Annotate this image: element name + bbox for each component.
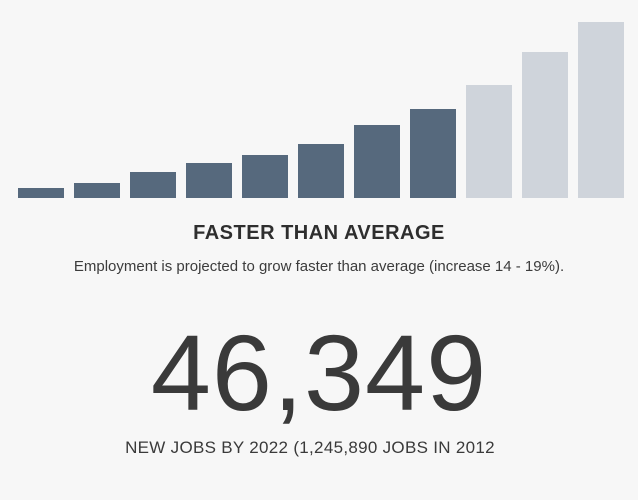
growth-bar-6 [298, 144, 344, 198]
new-jobs-count: 46,349 [150, 312, 488, 433]
growth-rating-description: Employment is projected to grow faster t… [73, 258, 565, 275]
growth-bar-10 [522, 52, 568, 198]
growth-bar-1 [18, 188, 64, 198]
growth-bar-4 [186, 163, 232, 198]
growth-bar-2 [74, 183, 120, 198]
growth-rating-title: FASTER THAN AVERAGE [193, 222, 445, 244]
growth-bar-9 [466, 85, 512, 198]
growth-bar-8 [410, 109, 456, 198]
growth-bar-5 [242, 155, 288, 198]
new-jobs-caption: NEW JOBS BY 2022 (1,245,890 JOBS IN 2012 [125, 438, 495, 457]
growth-bar-11 [578, 22, 624, 198]
growth-bar-7 [354, 125, 400, 198]
growth-bar-chart [18, 22, 624, 198]
growth-bar-3 [130, 172, 176, 198]
